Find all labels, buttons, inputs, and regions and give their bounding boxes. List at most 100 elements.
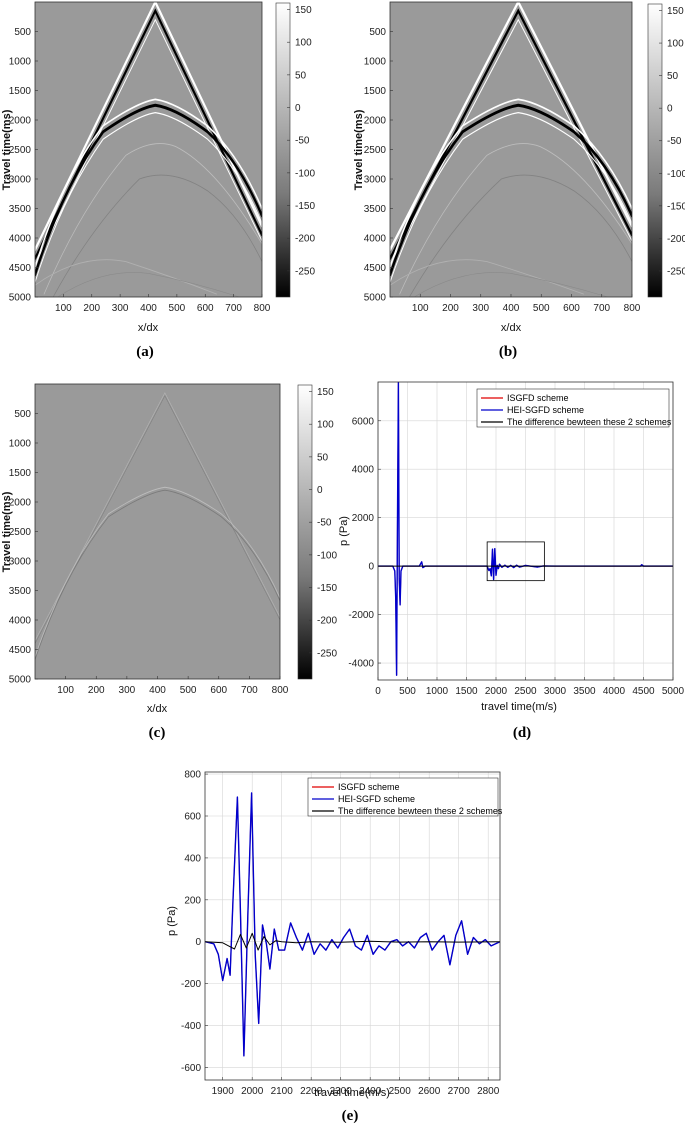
- x-axis-label-c: x/dx: [147, 703, 168, 715]
- y-tick-label: 2000: [9, 498, 32, 509]
- colorbar-tick-label: 50: [667, 71, 679, 82]
- colorbar-tick-label: -50: [667, 136, 682, 147]
- x-axis-label-e: travel time(m/s): [314, 1087, 390, 1099]
- colorbar-tick-label: -250: [317, 648, 337, 659]
- colorbar-tick-label: 150: [667, 6, 684, 17]
- y-tick-label: 4000: [9, 616, 32, 627]
- x-tick-label: 0: [375, 686, 381, 697]
- x-tick-label: 3500: [573, 686, 596, 697]
- colorbar-tick-label: -250: [295, 266, 315, 277]
- colorbar-tick-label: -200: [295, 234, 315, 245]
- plot-background: [205, 772, 500, 1080]
- x-tick-label: 1900: [212, 1086, 235, 1097]
- y-tick-label: 1500: [9, 86, 32, 97]
- y-tick-label: 500: [14, 409, 31, 420]
- plot-area-d: 0 500 1000 1500 2000 2500 3000 3500 4000 4500 5000…: [348, 381, 685, 697]
- x-tick-label: 2400: [359, 1086, 382, 1097]
- colorbar-tick-label: -100: [295, 168, 315, 179]
- y-tick-label: 600: [184, 812, 201, 823]
- x-tick-label: 200: [83, 303, 100, 314]
- y-tick-label: 200: [184, 895, 201, 906]
- y-tick-label: 2500: [9, 145, 32, 156]
- colorbar-tick-label: -50: [295, 136, 310, 147]
- x-ticks-b: 100 200 300 400 500 600 700 800: [412, 294, 641, 314]
- legend: ISGFD scheme HEI-SGFD scheme The differenc…: [476, 388, 672, 428]
- colorbar-tick-label: 50: [295, 70, 307, 81]
- x-tick-label: 700: [225, 303, 242, 314]
- legend-entry: The difference bewteen these 2 schemes: [338, 806, 503, 816]
- y-tick-label: -2000: [348, 610, 374, 621]
- y-tick-label: 0: [195, 937, 201, 948]
- colorbar-ticks-b: 150 100 50 0 -50 -100 -150 -200 -250: [659, 6, 685, 277]
- y-tick-label: 4000: [352, 465, 375, 476]
- panel-d: 0 500 1000 1500 2000 2500 3000 3500 4000 4500 5000…: [338, 381, 685, 741]
- y-tick-label: -200: [181, 979, 201, 990]
- y-axis-label-e: p (Pa): [166, 906, 178, 936]
- y-tick-label: 1000: [364, 57, 387, 68]
- zoom-region-box: [486, 541, 545, 582]
- series-line-heisgfd: [205, 792, 500, 1057]
- panel-b: 100 200 300 400 500 600 700 800 500100015002000…: [353, 1, 685, 360]
- heatmap-image-a: [35, 2, 262, 297]
- colorbar-a: [275, 2, 291, 298]
- x-tick-label: 500: [533, 303, 550, 314]
- x-tick-label: 1000: [426, 686, 449, 697]
- y-tick-label: 1500: [364, 86, 387, 97]
- colorbar-tick-label: 150: [295, 5, 312, 16]
- y-tick-label: 1500: [9, 468, 32, 479]
- x-tick-label: 500: [399, 686, 416, 697]
- plot-frame: [377, 381, 674, 681]
- y-tick-label: 500: [14, 27, 31, 38]
- y-axis-label-b: Travel time(ms): [353, 109, 365, 190]
- y-tick-label: 6000: [352, 416, 375, 427]
- x-tick-label: 300: [472, 303, 489, 314]
- y-tick-label: 400: [184, 853, 201, 864]
- y-tick-label: -400: [181, 1021, 201, 1032]
- legend-entry: HEI-SGFD scheme: [338, 794, 415, 804]
- y-tick-label: 4000: [364, 234, 387, 245]
- y-tick-label: 3000: [9, 175, 32, 186]
- y-axis-label-a: Travel time(ms): [1, 109, 13, 190]
- legend: ISGFD scheme HEI-SGFD scheme The differenc…: [307, 777, 503, 817]
- colorbar-tick-label: -100: [317, 550, 337, 561]
- legend-entry: ISGFD scheme: [507, 393, 569, 403]
- x-tick-label: 100: [57, 685, 74, 696]
- x-ticks-c: 100 200 300 400 500 600 700 800: [57, 676, 289, 696]
- y-tick-label: 4500: [364, 263, 387, 274]
- y-tick-label: 3000: [9, 557, 32, 568]
- legend-entry: The difference bewteen these 2 schemes: [507, 417, 672, 427]
- colorbar-tick-label: -200: [317, 616, 337, 627]
- y-tick-label: 2500: [9, 527, 32, 538]
- y-tick-label: 1000: [9, 439, 32, 450]
- y-tick-label: 2000: [9, 116, 32, 127]
- x-tick-label: 4500: [632, 686, 655, 697]
- panel-e: 1900 2000 2100 2200 2300 2400 2500 2600 2700 2800…: [166, 770, 503, 1124]
- x-tick-label: 600: [563, 303, 580, 314]
- caption-b: (b): [499, 344, 517, 360]
- colorbar-tick-label: -50: [317, 518, 332, 529]
- x-tick-label: 400: [149, 685, 166, 696]
- x-tick-label: 2600: [418, 1086, 441, 1097]
- y-tick-label: 1000: [9, 57, 32, 68]
- x-tick-label: 5000: [662, 686, 685, 697]
- x-tick-label: 500: [169, 303, 186, 314]
- x-tick-label: 2500: [514, 686, 537, 697]
- x-tick-label: 1500: [455, 686, 478, 697]
- colorbar-tick-label: -250: [667, 266, 685, 277]
- colorbar-tick-label: -150: [317, 583, 337, 594]
- x-tick-label: 200: [88, 685, 105, 696]
- y-ticks-b: 500 1000 1500 2000 2500 3000 3500 4000 4500 5000: [364, 27, 393, 304]
- caption-c: (c): [149, 725, 166, 741]
- heatmap-image-b: [390, 2, 632, 297]
- x-tick-label: 700: [241, 685, 258, 696]
- y-tick-label: 5000: [364, 293, 387, 304]
- colorbar-tick-label: 0: [295, 103, 301, 114]
- x-tick-label: 2700: [448, 1086, 471, 1097]
- x-tick-label: 700: [593, 303, 610, 314]
- panel-a: 100 200 300 400 500 600 700 800 500100015002000…: [1, 1, 315, 360]
- plot-area-e: 1900 2000 2100 2200 2300 2400 2500 2600 2700 2800…: [181, 770, 503, 1097]
- x-tick-label: 2200: [300, 1086, 323, 1097]
- y-ticks-c: 500 1000 1500 2000 2500 3000 3500 4000 4500 5000: [9, 409, 38, 686]
- colorbar-tick-label: -200: [667, 234, 685, 245]
- colorbar-tick-label: -150: [295, 201, 315, 212]
